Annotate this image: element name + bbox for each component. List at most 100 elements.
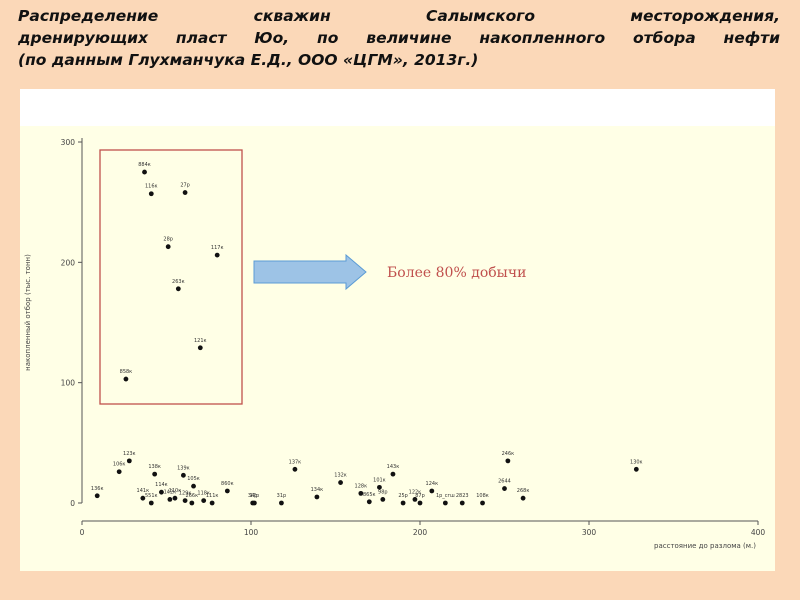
- point-label: 2644: [498, 479, 511, 485]
- data-point: [140, 495, 146, 501]
- point-label: 87р: [415, 493, 425, 499]
- data-point: [94, 493, 100, 499]
- data-point: [412, 496, 418, 502]
- data-point: [358, 490, 364, 496]
- data-point: [182, 498, 188, 503]
- data-point: [251, 500, 257, 506]
- point-label: 121к: [194, 338, 207, 344]
- point-label: 141к: [137, 488, 150, 494]
- point-label: 34р: [248, 493, 258, 499]
- point-label: 1р_сгш: [436, 493, 455, 499]
- data-point: [459, 500, 465, 506]
- point-label: 2823: [456, 493, 469, 499]
- data-point: [338, 480, 343, 485]
- highlight-box: [99, 149, 243, 405]
- y-tick-label: 100: [61, 379, 76, 388]
- data-points: 884к 116к 27р 28р 117к 263к 121к 858к 136к 106к 12…: [91, 162, 643, 506]
- data-point: [172, 495, 178, 501]
- data-point: [400, 500, 406, 506]
- point-label: 884к: [138, 162, 151, 168]
- point-label: 27р: [180, 183, 190, 189]
- point-label: 28р: [163, 237, 173, 243]
- data-point: [224, 488, 230, 494]
- annotation-text: Более 80% добычи: [387, 265, 526, 281]
- point-label: 17р: [250, 493, 260, 499]
- arrow-shape: [253, 253, 367, 291]
- point-label: 139к: [177, 465, 190, 471]
- data-point: [380, 496, 386, 502]
- data-point: [197, 345, 203, 351]
- data-point: [377, 484, 382, 490]
- point-label: 130к: [630, 459, 643, 465]
- data-point: [148, 191, 154, 197]
- data-point: [201, 498, 207, 503]
- title-line-1: Распределение скважин Салымского месторо…: [18, 7, 780, 25]
- point-label: 98р: [378, 489, 388, 495]
- point-label: 122к: [409, 489, 422, 495]
- chart-ticks: 0 100 200 300 0 100 200 300 400: [61, 138, 766, 537]
- data-point: [167, 496, 173, 502]
- point-label: 134к: [311, 487, 324, 493]
- point-label: 114к: [155, 482, 168, 488]
- point-label: 268к: [517, 488, 530, 494]
- scatter-chart: 0 100 200 300 0 100 200 300 400 Более 80% добычи…: [24, 138, 766, 550]
- title-line-3: (по данным Глухманчука Е.Д., ООО «ЦГМ», …: [18, 51, 479, 69]
- data-point: [390, 471, 396, 477]
- point-label: 138к: [148, 464, 161, 470]
- x-tick-label: 400: [751, 528, 766, 537]
- y-axis-title: накопленный отбор (тыс. тонн): [24, 254, 32, 371]
- data-point: [366, 499, 372, 505]
- chart-axes: [81, 138, 758, 522]
- data-point: [126, 458, 132, 464]
- point-label: 123к: [123, 451, 136, 457]
- point-label: 865к: [363, 492, 376, 498]
- data-point: [189, 500, 195, 506]
- data-point: [123, 376, 129, 382]
- data-point: [502, 486, 507, 491]
- point-label: 246к: [502, 451, 515, 457]
- y-tick-label: 300: [61, 138, 76, 147]
- point-label: 105к: [187, 476, 200, 482]
- data-point: [292, 466, 298, 472]
- figure-top-margin: [20, 89, 775, 126]
- data-point: [505, 458, 511, 464]
- data-point: [279, 500, 284, 506]
- data-point: [520, 495, 526, 501]
- data-point: [442, 500, 448, 506]
- data-point: [159, 489, 164, 495]
- x-tick-label: 100: [244, 528, 259, 537]
- data-point: [191, 483, 196, 489]
- data-point: [142, 169, 147, 175]
- data-point: [175, 286, 181, 292]
- point-label: 136к: [91, 486, 104, 492]
- y-tick-label: 200: [61, 258, 76, 267]
- data-point: [116, 469, 122, 475]
- point-label: 266к: [186, 493, 199, 499]
- point-label: 551к: [145, 493, 158, 499]
- point-label: 128к: [355, 483, 368, 489]
- point-label: 116к: [145, 184, 158, 190]
- point-label: 142к: [164, 489, 177, 495]
- point-label: 860к: [221, 481, 234, 487]
- point-label: 111к: [206, 493, 219, 499]
- point-label: 137к: [289, 459, 302, 465]
- point-label: 108к: [476, 493, 489, 499]
- point-label: 132к: [334, 473, 347, 479]
- x-tick-label: 300: [582, 528, 597, 537]
- point-label: 117к: [211, 245, 224, 251]
- data-point: [182, 190, 188, 195]
- point-label: 118к: [197, 491, 210, 497]
- data-point: [181, 472, 186, 478]
- data-point: [429, 488, 435, 494]
- data-point: [480, 500, 485, 506]
- chart-background: [20, 126, 775, 571]
- x-tick-label: 200: [413, 528, 428, 537]
- y-tick-label: 0: [70, 499, 75, 508]
- point-label: 110к: [169, 488, 182, 494]
- point-label: 129к: [179, 491, 192, 497]
- data-point: [209, 500, 215, 506]
- data-point: [152, 471, 158, 477]
- point-label: 31р: [277, 493, 287, 499]
- title-line-2: дренирующих пласт Юо, по величине накопл…: [18, 29, 780, 47]
- data-point: [165, 244, 171, 250]
